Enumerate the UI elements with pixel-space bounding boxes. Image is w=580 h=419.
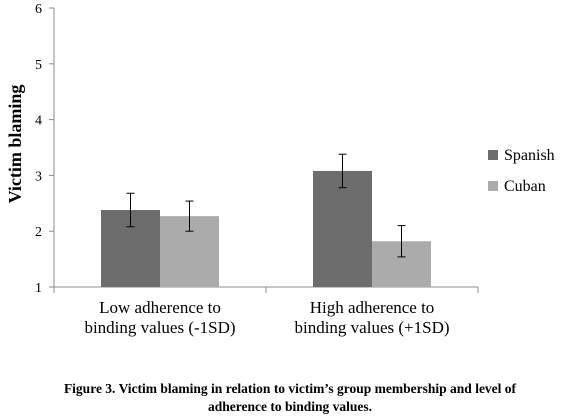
- x-category-label: Low adherence to: [99, 298, 221, 317]
- figure-caption-line-2: adherence to binding values.: [208, 399, 372, 414]
- legend-swatch-spanish: [488, 150, 498, 160]
- y-tick-label: 6: [35, 2, 42, 17]
- legend: Spanish Cuban: [488, 147, 555, 195]
- y-axis-title: Victim blaming: [5, 85, 25, 204]
- x-category-label: binding values (+1SD): [294, 318, 449, 337]
- y-tick-label: 5: [35, 58, 42, 73]
- y-tick-label: 4: [35, 114, 42, 129]
- plot-area: [53, 8, 478, 288]
- bar-spanish: [313, 170, 372, 287]
- x-category-label: binding values (-1SD): [84, 318, 235, 337]
- legend-swatch-cuban: [488, 181, 498, 191]
- legend-label-cuban: Cuban: [504, 178, 546, 195]
- y-axis: 1 2 3 4 5 6: [35, 2, 54, 296]
- legend-label-spanish: Spanish: [504, 147, 555, 164]
- x-category-label: High adherence to: [310, 298, 435, 317]
- figure-caption-line-1: Figure 3. Victim blaming in relation to …: [64, 381, 517, 396]
- y-tick-label: 1: [35, 281, 42, 296]
- y-tick-label: 2: [35, 225, 42, 240]
- y-tick-label: 3: [35, 169, 42, 184]
